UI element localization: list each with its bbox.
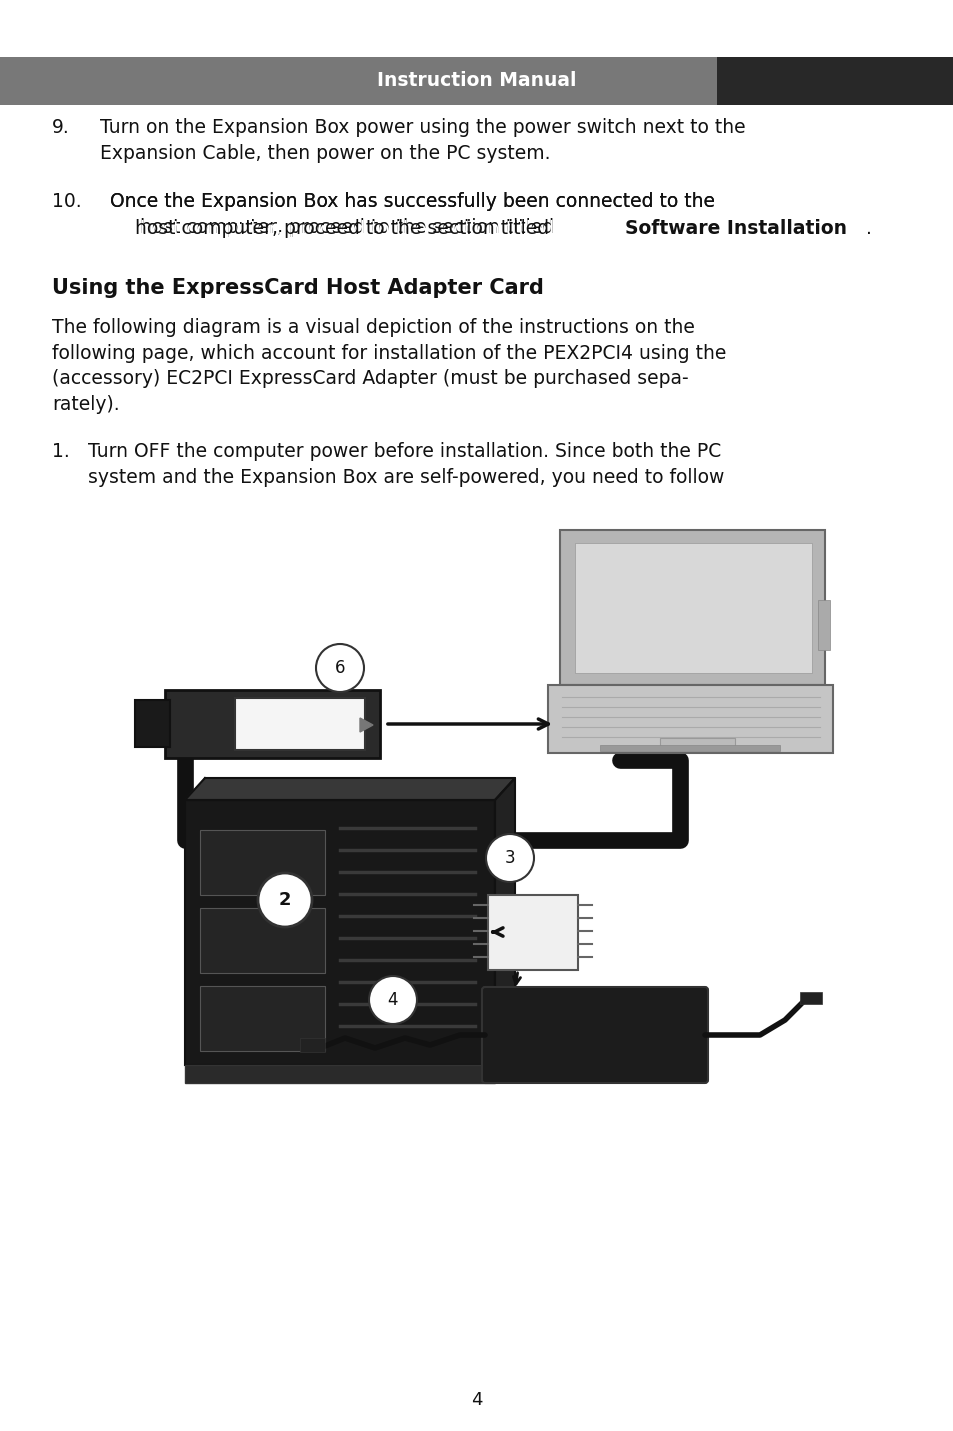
Bar <box>547 685 832 753</box>
Bar <box>0 57 717 104</box>
Text: host computer, proceed to the section titled: host computer, proceed to the section ti… <box>110 220 559 239</box>
Circle shape <box>485 834 534 881</box>
Text: 1.: 1. <box>52 442 70 461</box>
Text: 9.: 9. <box>52 117 70 137</box>
Bar <box>135 700 170 747</box>
Text: 4: 4 <box>387 992 397 1009</box>
Bar <box>200 986 325 1050</box>
Text: Once the Expansion Box has successfully been connected to the
     host computer: Once the Expansion Box has successfully … <box>110 192 714 236</box>
Bar <box>559 529 824 685</box>
Text: Using the ExpressCard Host Adapter Card: Using the ExpressCard Host Adapter Card <box>52 278 543 298</box>
Polygon shape <box>495 778 515 1065</box>
Text: Turn OFF the computer power before installation. Since both the PC
system and th: Turn OFF the computer power before insta… <box>88 442 723 487</box>
Text: host computer, proceed to the section titled: host computer, proceed to the section ti… <box>135 219 555 238</box>
Text: Instruction Manual: Instruction Manual <box>376 72 577 90</box>
Text: The following diagram is a visual depiction of the instructions on the
following: The following diagram is a visual depict… <box>52 318 725 414</box>
Bar <box>185 1065 495 1083</box>
Bar <box>165 690 379 758</box>
Text: Once the Expansion Box has successfully been connected to the: Once the Expansion Box has successfully … <box>110 192 714 210</box>
Circle shape <box>257 873 312 927</box>
FancyBboxPatch shape <box>481 987 707 1083</box>
Bar <box>817 600 829 650</box>
Bar <box>575 542 811 673</box>
Bar <box>299 1037 325 1052</box>
Polygon shape <box>185 778 515 800</box>
Bar <box>200 909 325 973</box>
Circle shape <box>315 644 364 693</box>
Circle shape <box>369 976 416 1025</box>
Bar <box>800 992 821 1005</box>
Bar <box>234 698 365 750</box>
Text: .: . <box>865 219 871 238</box>
Bar <box>717 57 953 104</box>
Text: 10.: 10. <box>52 192 82 210</box>
Text: 6: 6 <box>335 660 345 677</box>
Bar <box>200 830 325 894</box>
Text: Turn on the Expansion Box power using the power switch next to the
Expansion Cab: Turn on the Expansion Box power using th… <box>100 117 745 163</box>
Text: 4: 4 <box>471 1391 482 1410</box>
Bar <box>659 738 734 748</box>
Polygon shape <box>359 718 373 733</box>
Bar <box>185 800 495 1065</box>
Text: 3: 3 <box>504 849 515 867</box>
Text: Software Installation: Software Installation <box>624 219 846 238</box>
Bar <box>599 746 780 751</box>
Text: 2: 2 <box>278 892 291 909</box>
Bar <box>488 894 578 970</box>
